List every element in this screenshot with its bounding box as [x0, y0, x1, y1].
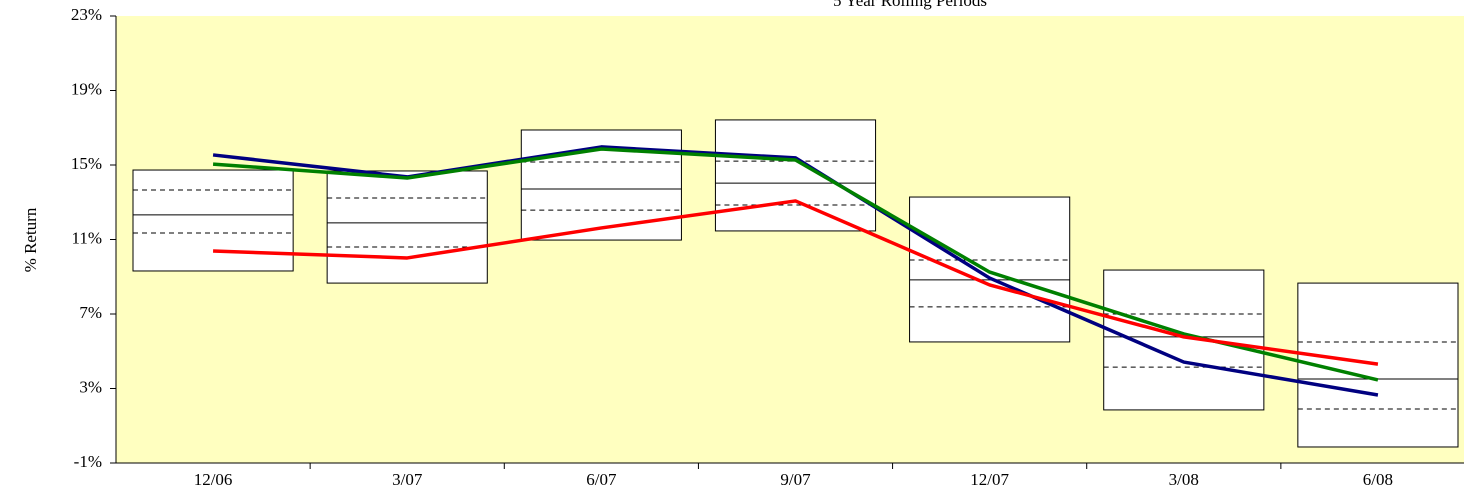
box: [1297, 282, 1459, 448]
series-line: [213, 199, 1379, 366]
x-tick-label: 3/08: [1169, 470, 1199, 489]
y-tick-label: 11%: [71, 228, 102, 247]
y-tick-label: 15%: [71, 154, 102, 173]
y-axis-label: % Return: [21, 207, 40, 272]
x-tick-label: 6/07: [586, 470, 617, 489]
x-tick-label: 3/07: [392, 470, 423, 489]
series-line: [212, 147, 1379, 382]
box: [132, 169, 294, 272]
y-tick-label: 19%: [71, 79, 102, 98]
y-tick-label: -1%: [74, 452, 102, 471]
y-tick-label: 7%: [79, 303, 102, 322]
x-tick-label: 12/06: [194, 470, 233, 489]
box: [1103, 269, 1265, 411]
box: [326, 170, 488, 284]
y-tick-label: 3%: [79, 377, 102, 396]
box: [714, 119, 877, 232]
chart-title: 5 Year Rolling Periods: [833, 0, 987, 10]
x-tick-label: 6/08: [1363, 470, 1393, 489]
box: [909, 196, 1071, 343]
x-tick-label: 12/07: [970, 470, 1009, 489]
x-tick-label: 9/07: [780, 470, 811, 489]
y-tick-label: 23%: [71, 5, 102, 24]
